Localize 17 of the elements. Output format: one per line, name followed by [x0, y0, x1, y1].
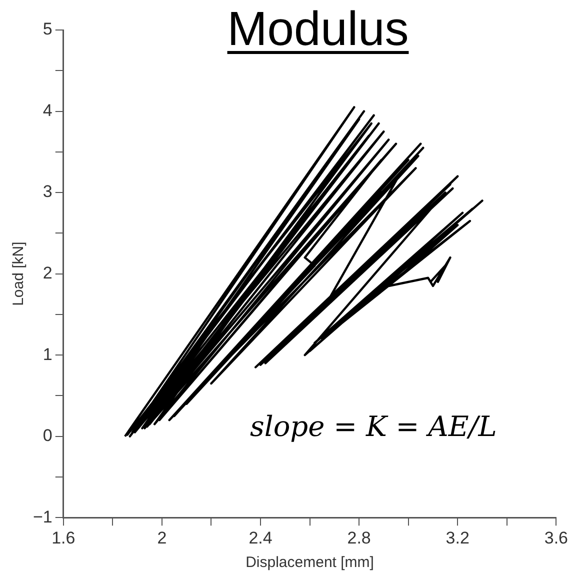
x-tick-label: 2.4: [248, 528, 272, 548]
y-tick-label: 2: [42, 263, 52, 282]
x-tick-label: 2: [157, 528, 167, 548]
x-tick-label: 3.2: [446, 528, 470, 548]
y-tick-label: 3: [42, 182, 52, 202]
y-tick-label: 0: [42, 426, 52, 446]
y-tick-label: 1: [42, 344, 52, 364]
x-tick-label: 1.6: [52, 528, 76, 548]
y-tick-label: 5: [42, 20, 52, 39]
y-axis-title: Load [kN]: [10, 242, 28, 306]
y-tick-label: 4: [42, 100, 52, 120]
x-tick-label: 2.8: [347, 528, 371, 548]
chart-title: Modulus: [226, 2, 410, 57]
x-axis-title: Displacement [mm]: [246, 554, 374, 572]
annotation: slope = K = AE/L: [250, 410, 497, 443]
x-tick-label: 3.6: [544, 528, 568, 548]
y-tick-label: −1: [32, 507, 52, 526]
